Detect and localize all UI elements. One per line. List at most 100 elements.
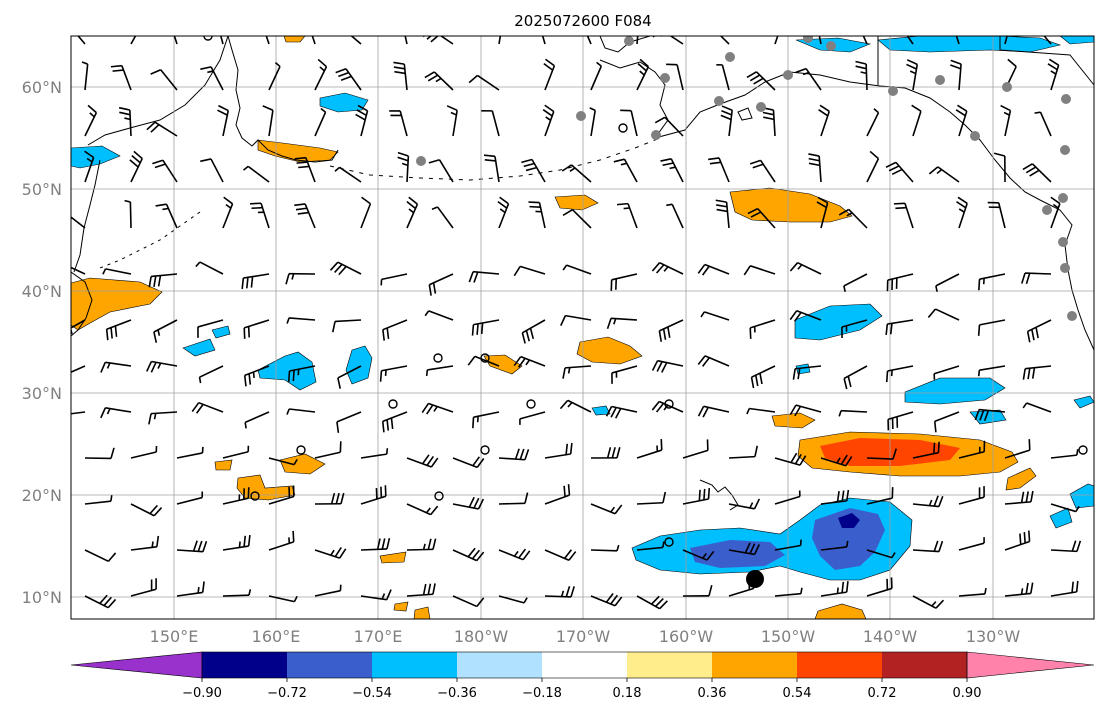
- station-marker-layer: [416, 36, 1077, 321]
- wind-barb: [84, 447, 115, 460]
- wind-barb: [268, 61, 281, 91]
- wind-barb: [559, 399, 592, 413]
- kodiak-coastline: [737, 107, 753, 121]
- wind-barb: [452, 547, 485, 562]
- colorbar-tick-label: −0.36: [437, 686, 477, 701]
- positive-anomaly-area: [729, 187, 853, 223]
- positive-anomaly-area: [214, 459, 233, 471]
- wind-barb: [360, 589, 392, 601]
- wind-barb: [774, 452, 807, 466]
- wind-barb: [153, 319, 178, 343]
- wind-barb: [1004, 36, 1008, 45]
- wind-barb: [682, 585, 713, 597]
- station-dot: [826, 41, 836, 51]
- wind-barb: [360, 448, 389, 459]
- wind-barb: [906, 36, 914, 45]
- calm-circle: [480, 445, 490, 455]
- wind-barb: [843, 273, 868, 292]
- wind-barb: [102, 268, 132, 275]
- wind-barb: [334, 166, 362, 183]
- wind-barb: [987, 201, 1006, 229]
- wind-barb: [1043, 36, 1052, 45]
- calm-circle: [664, 399, 674, 409]
- wind-barb: [700, 311, 730, 321]
- wind-barb: [666, 203, 684, 229]
- wind-barb: [331, 319, 362, 333]
- sakhalin-coastline: [73, 159, 101, 273]
- colorbar-segment: [542, 652, 627, 678]
- station-dot: [1058, 193, 1068, 203]
- positive-anomaly-area: [393, 601, 409, 612]
- wind-barb: [498, 36, 502, 45]
- negative-anomaly-area: [877, 36, 1062, 53]
- wind-barb: [762, 107, 776, 137]
- wind-barb: [820, 489, 850, 505]
- lat-label: 20°N: [22, 486, 62, 505]
- wind-barb: [747, 207, 776, 229]
- wind-barb: [893, 202, 914, 229]
- wind-barb: [955, 104, 968, 137]
- wind-barb: [590, 447, 621, 459]
- wind-barb: [100, 361, 132, 373]
- wind-barb: [428, 159, 454, 183]
- lon-label: 140°W: [863, 627, 918, 646]
- wind-barb: [294, 203, 316, 229]
- wind-barb: [697, 355, 730, 367]
- wind-barb: [314, 546, 347, 559]
- lon-label: 150°W: [761, 627, 816, 646]
- wind-barb: [431, 206, 454, 229]
- wind-barb: [129, 150, 143, 183]
- positive-anomaly-area: [483, 354, 523, 375]
- wind-barb: [560, 314, 592, 326]
- wind-barb: [927, 308, 960, 321]
- wind-barb: [1004, 490, 1034, 505]
- wind-barb: [636, 439, 663, 459]
- wind-barb: [84, 594, 117, 609]
- kamchatka-coastline: [227, 36, 339, 163]
- wind-barb: [360, 538, 391, 551]
- wind-barb: [1050, 196, 1061, 229]
- wind-barb: [195, 261, 224, 275]
- lon-label: 160°E: [252, 627, 301, 646]
- wind-barb: [866, 487, 894, 505]
- colorbar-segment: [712, 652, 797, 678]
- wind-barb: [243, 319, 270, 339]
- wind-barb: [222, 196, 234, 229]
- wind-barb: [173, 36, 178, 45]
- wind-barb: [110, 64, 132, 91]
- wind-barb: [336, 411, 362, 433]
- wind-barb: [1022, 402, 1052, 413]
- wind-barb: [746, 71, 776, 91]
- wind-barb: [118, 106, 132, 137]
- wind-barb: [452, 456, 485, 469]
- wind-barb: [1050, 503, 1080, 513]
- wind-barb: [71, 216, 86, 229]
- wind-barb: [1022, 365, 1052, 380]
- positive-anomaly-area: [814, 603, 867, 619]
- negative-anomaly-area: [1059, 36, 1094, 45]
- wind-barb: [977, 319, 1006, 336]
- wind-barb: [818, 36, 822, 45]
- wind-barb: [958, 486, 985, 505]
- wind-barb: [468, 270, 500, 283]
- wind-barb: [71, 365, 86, 374]
- wind-barb: [528, 201, 546, 229]
- calm-circle: [433, 353, 443, 363]
- wind-barb: [198, 365, 224, 384]
- colorbar-tick-label: 0.72: [868, 686, 897, 701]
- positive-anomaly-area: [576, 336, 643, 365]
- wind-barb: [544, 442, 573, 459]
- latitude-labels: 10°N 20°N 30°N 40°N 50°N 60°N: [22, 78, 62, 607]
- wind-barb: [268, 457, 298, 466]
- wind-barb: [425, 365, 454, 377]
- wind-barb: [428, 273, 454, 296]
- wind-barb: [843, 365, 868, 390]
- wind-barb: [105, 319, 132, 341]
- wind-barb: [1004, 439, 1031, 459]
- wind-barb: [404, 36, 408, 45]
- wind-barb: [906, 59, 919, 91]
- colorbar-segment: [797, 652, 882, 678]
- station-dot: [1058, 237, 1068, 247]
- wind-barb: [542, 104, 555, 137]
- colorbar-tick-label: −0.90: [182, 686, 222, 701]
